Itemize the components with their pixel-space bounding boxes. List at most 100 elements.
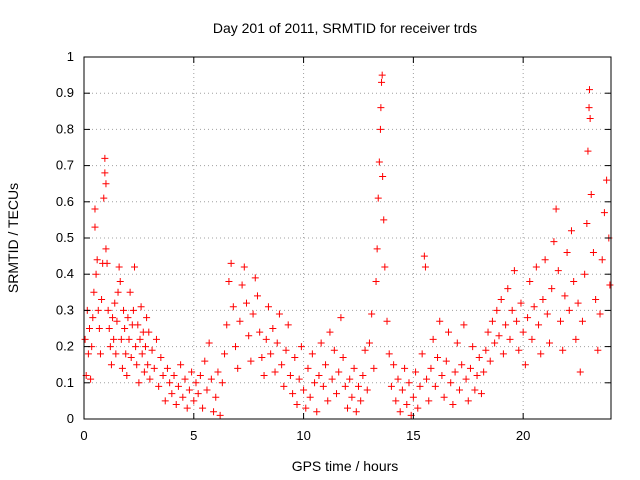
y-tick-label: 0.9 — [56, 85, 74, 100]
data-point — [477, 390, 485, 398]
data-point — [383, 317, 391, 325]
data-point — [122, 350, 130, 358]
data-point — [150, 364, 158, 372]
data-point — [300, 386, 308, 394]
data-point — [306, 393, 314, 401]
data-point — [92, 270, 100, 278]
data-point — [313, 408, 321, 416]
data-point — [546, 339, 554, 347]
data-point — [434, 353, 442, 361]
data-point — [326, 328, 334, 336]
data-point — [132, 343, 140, 351]
data-point — [493, 306, 501, 314]
data-point — [497, 296, 505, 304]
data-point — [203, 386, 211, 394]
data-point — [229, 303, 237, 311]
data-point — [111, 299, 119, 307]
data-point — [115, 263, 123, 271]
data-point — [530, 303, 538, 311]
data-point — [227, 259, 235, 267]
ticks-layer: 00.10.20.30.40.50.60.70.80.910 5 10 15 20 — [56, 49, 611, 443]
data-point — [101, 169, 109, 177]
y-tick-label: 0 — [67, 411, 74, 426]
data-point — [574, 299, 582, 307]
data-point — [179, 393, 187, 401]
data-point — [394, 375, 402, 383]
data-point — [218, 379, 226, 387]
data-point — [352, 408, 360, 416]
data-point — [91, 205, 99, 213]
data-point — [251, 274, 259, 282]
data-point — [333, 390, 341, 398]
data-point — [449, 401, 457, 409]
data-point — [412, 368, 420, 376]
data-point — [143, 314, 151, 322]
data-point — [438, 372, 446, 380]
data-point — [234, 364, 242, 372]
data-point — [118, 364, 126, 372]
data-point — [121, 325, 129, 332]
data-point — [570, 277, 578, 285]
data-point — [572, 335, 580, 343]
data-point — [578, 317, 586, 325]
data-point — [519, 328, 527, 336]
x-axis-label: GPS time / hours — [292, 458, 399, 474]
data-point — [556, 317, 564, 325]
data-point — [262, 335, 270, 343]
data-point — [554, 267, 562, 275]
data-point — [98, 296, 106, 304]
data-point — [405, 379, 413, 387]
data-point — [581, 270, 589, 278]
data-point — [357, 397, 365, 405]
data-point — [354, 382, 362, 390]
data-point — [521, 361, 529, 369]
x-tick-label: 0 — [80, 428, 87, 443]
data-point — [317, 339, 325, 347]
data-point — [102, 245, 110, 253]
x-tick-label: 5 — [190, 428, 197, 443]
data-point — [548, 285, 556, 293]
data-point — [278, 361, 286, 369]
data-point — [370, 364, 378, 372]
data-point — [84, 350, 92, 358]
data-point — [425, 397, 433, 405]
data-point — [403, 401, 411, 409]
y-tick-label: 0.1 — [56, 375, 74, 390]
data-point — [247, 357, 255, 365]
data-point — [212, 393, 220, 401]
data-point — [466, 364, 474, 372]
data-point — [462, 375, 470, 383]
data-point — [598, 256, 606, 264]
data-point — [105, 325, 113, 332]
data-point — [87, 375, 95, 383]
data-point — [238, 281, 246, 289]
y-tick-label: 1 — [67, 49, 74, 64]
data-point — [379, 172, 387, 180]
data-point — [159, 372, 167, 380]
data-point — [396, 408, 404, 416]
data-point — [469, 343, 477, 351]
data-point — [495, 332, 503, 340]
data-point — [90, 288, 98, 296]
data-point — [221, 350, 229, 358]
data-point — [107, 361, 115, 369]
data-point — [363, 386, 371, 394]
data-point — [504, 285, 512, 293]
data-point — [249, 310, 257, 318]
data-point — [594, 346, 602, 354]
data-point — [190, 397, 198, 405]
data-point — [242, 299, 250, 307]
data-point — [205, 339, 213, 347]
data-point — [144, 361, 152, 369]
data-point — [361, 346, 369, 354]
data-point — [136, 335, 144, 343]
data-point — [475, 353, 483, 361]
data-point — [236, 317, 244, 325]
data-point — [155, 382, 163, 390]
data-point — [567, 227, 575, 235]
data-point — [216, 411, 224, 419]
data-point — [148, 346, 156, 354]
data-point — [271, 368, 279, 376]
data-point — [508, 306, 516, 314]
